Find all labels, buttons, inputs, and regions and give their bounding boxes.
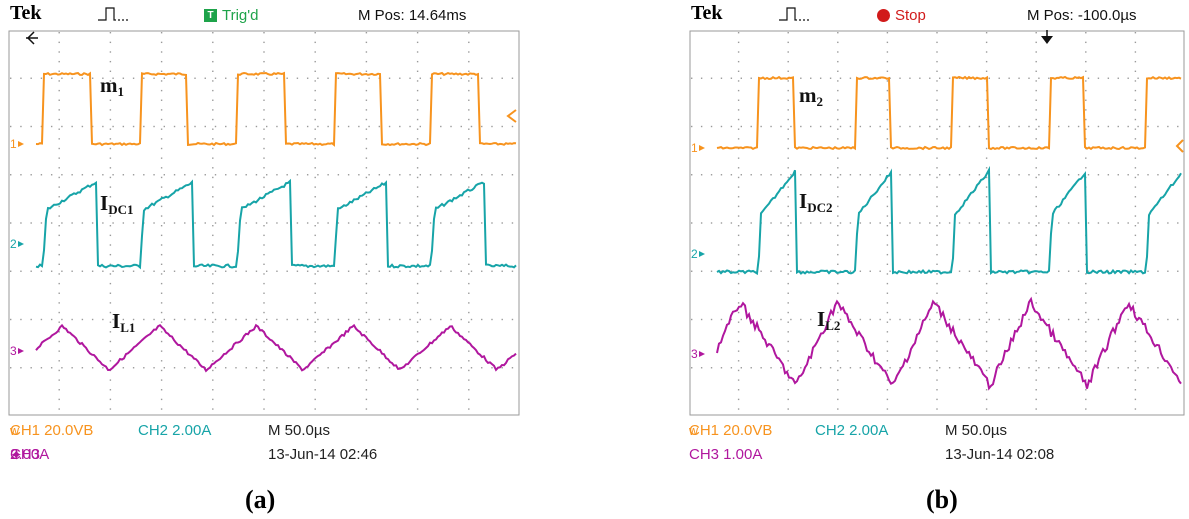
scope-header: Tek T Trig'd M Pos: 14.64ms: [6, 0, 522, 28]
graticule: [689, 30, 1185, 416]
ch3-setting: CH3 1.00A: [689, 446, 763, 463]
datetime-readout: 13-Jun-14 02:08: [945, 446, 1055, 463]
trace-ch3-il1: [35, 323, 517, 373]
timebase-readout: M 50.0µs: [945, 422, 1007, 439]
trace-ch1-m2: [716, 75, 1182, 151]
stop-icon: [877, 9, 890, 22]
label-il2: IL2: [817, 307, 840, 333]
timebase-readout: M 50.0µs: [268, 422, 330, 439]
oscilloscope-panel-b: Tek Stop M Pos: -100.0µs 1 2 3 m2 IDC2 I…: [687, 0, 1187, 480]
ch3-marker: 3: [10, 344, 17, 358]
datetime-readout: 13-Jun-14 02:46: [268, 446, 378, 463]
ch2-setting: CH2 2.00A: [815, 422, 889, 439]
label-m1: m1: [100, 73, 124, 99]
trigger-type-icon: [98, 7, 128, 21]
trace-ch2-idc2: [716, 165, 1182, 276]
brand-logo: Tek: [691, 2, 723, 24]
label-il1: IL1: [112, 309, 135, 335]
ch1-marker: 1: [691, 141, 698, 155]
trigger-level-marker-icon: [506, 109, 517, 123]
caption-b: (b): [926, 485, 958, 514]
trigger-position-arrow-icon: [1041, 36, 1053, 44]
ch3-marker: 3: [691, 347, 698, 361]
ch1-setting: CH1 20.0VB w: [10, 422, 94, 439]
waveform-screen: 1 2 3 m2 IDC2 IL2: [689, 30, 1185, 416]
trigger-type-icon: [779, 7, 809, 21]
ch2-marker: 2: [10, 237, 17, 251]
graticule: [8, 30, 520, 416]
trigger-status: T Trig'd: [204, 7, 258, 24]
label-idc2: IDC2: [799, 189, 832, 215]
trace-ch1-m1: [35, 71, 517, 147]
label-m2: m2: [799, 83, 823, 109]
acquisition-status: Stop: [877, 7, 926, 24]
acquisition-status-label: Stop: [895, 7, 926, 24]
m-pos-readout: M Pos: -100.0µs: [1027, 7, 1137, 24]
ch2-marker: 2: [691, 247, 698, 261]
trigger-status-label: Trig'd: [222, 7, 259, 24]
scope-footer: CH1 20.0VB w CH2 2.00A M 50.0µs CH3 ✦ 2.00A…: [10, 422, 378, 464]
ch1-marker: 1: [10, 137, 17, 151]
scope-footer: CH1 20.0VB w CH2 2.00A M 50.0µs CH3 1.00A…: [687, 416, 1187, 476]
trace-ch2-idc1: [35, 178, 517, 270]
scope-header: Tek Stop M Pos: -100.0µs: [687, 0, 1187, 28]
ch1-setting: CH1 20.0VB w: [689, 422, 773, 439]
waveform-screen: 1 2 3 m1 IDC1 IL1: [8, 30, 520, 416]
ch2-setting: CH2 2.00A: [138, 422, 212, 439]
trigger-level-marker-icon: [1175, 139, 1184, 153]
trigger-badge-icon: T: [204, 9, 217, 22]
oscilloscope-panel-a: Tek T Trig'd M Pos: 14.64ms 1 2 3 m1 IDC…: [6, 0, 522, 480]
bandwidth-limit-icon: ✦: [10, 447, 23, 464]
m-pos-readout: M Pos: 14.64ms: [358, 7, 467, 24]
caption-a: (a): [245, 485, 276, 514]
trace-ch3-il2: [716, 296, 1182, 391]
label-idc1: IDC1: [100, 191, 133, 217]
brand-logo: Tek: [10, 2, 42, 24]
